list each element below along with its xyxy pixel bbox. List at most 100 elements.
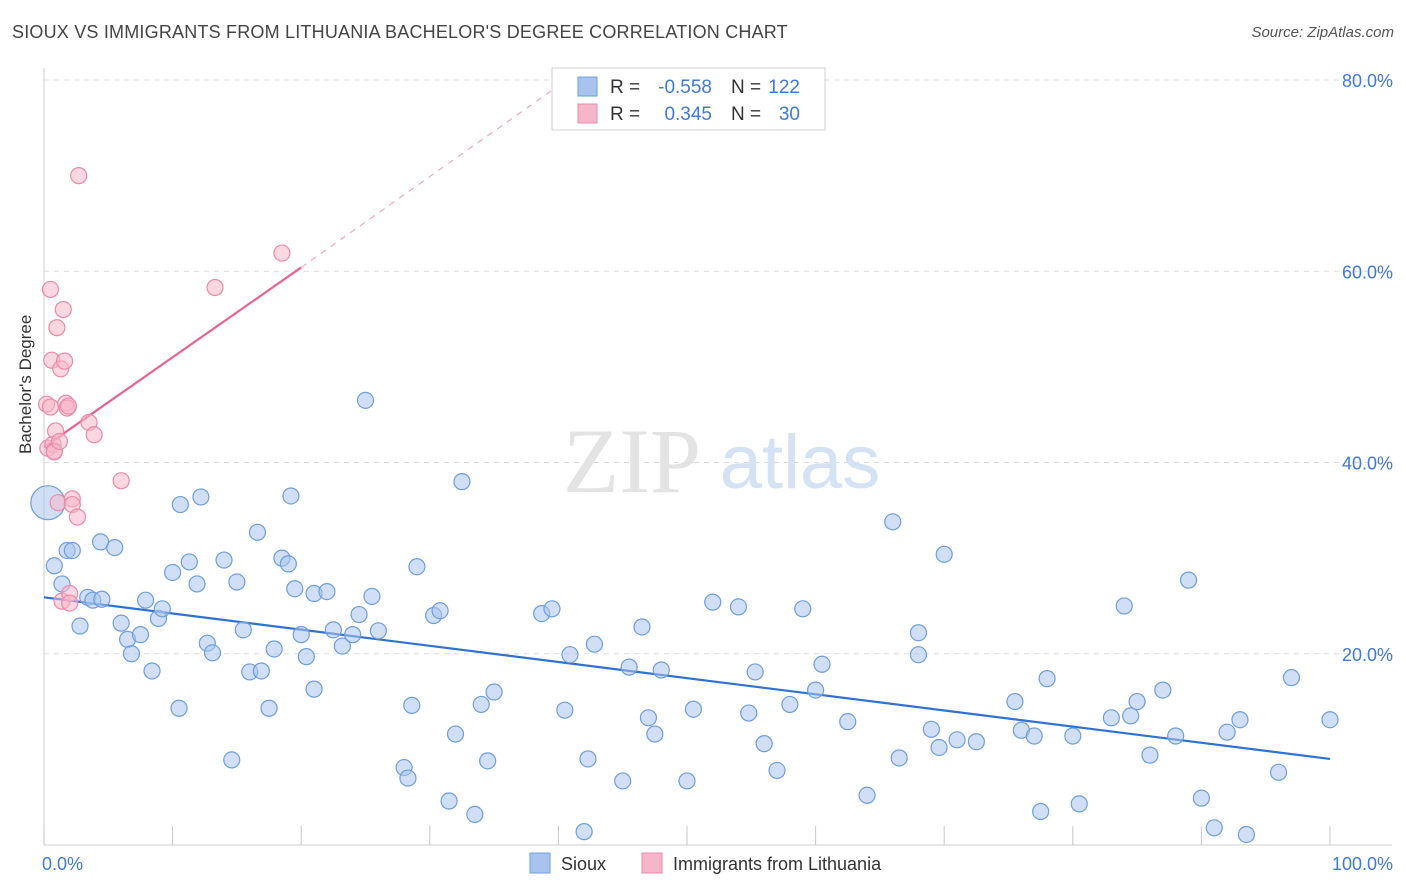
sioux-point	[646, 725, 664, 743]
sioux-point	[228, 573, 246, 591]
lithuania-point	[59, 397, 78, 415]
sioux-point	[1006, 692, 1024, 711]
sioux-point	[363, 587, 381, 605]
sioux-point	[446, 725, 465, 743]
lithuania-point	[48, 319, 66, 337]
watermark: ZIP atlas	[563, 410, 880, 512]
bottom-legend-label-sioux: Sioux	[561, 854, 606, 874]
sioux-point	[1032, 802, 1050, 821]
sioux-point	[1128, 692, 1146, 711]
watermark-zip: ZIP	[563, 410, 701, 512]
sioux-point	[746, 663, 764, 681]
lithuania-point	[206, 278, 224, 297]
sioux-point	[585, 635, 604, 653]
sioux-point	[324, 621, 342, 639]
sioux-point	[408, 558, 426, 576]
sioux-point	[755, 735, 773, 753]
sioux-point	[556, 701, 574, 719]
sioux-point	[652, 661, 670, 679]
sioux-point	[806, 681, 825, 699]
sioux-point	[633, 618, 651, 636]
x-tick-label: 100.0%	[1332, 854, 1393, 874]
sioux-point	[215, 551, 233, 569]
sioux-point	[1205, 819, 1223, 837]
sioux-point	[967, 733, 985, 751]
sioux-point	[45, 557, 63, 575]
sioux-point	[884, 513, 902, 531]
sioux-point	[704, 593, 722, 611]
y-tick-label: 20.0%	[1342, 645, 1393, 665]
sioux-point	[479, 752, 497, 770]
sioux-point	[575, 823, 593, 841]
sioux-point	[1237, 825, 1256, 844]
lithuania-point	[49, 494, 67, 512]
sioux-point	[333, 637, 351, 655]
sioux-point	[1218, 723, 1236, 741]
sioux-point	[122, 645, 141, 663]
legend-n-value-lithuania: 30	[779, 104, 800, 125]
sioux-point	[136, 591, 155, 609]
sioux-point	[356, 391, 375, 409]
lithuania-point	[61, 594, 79, 612]
lithuania-point	[68, 508, 87, 526]
sioux-point	[453, 473, 471, 491]
sioux-point	[153, 600, 171, 618]
sioux-point	[292, 626, 310, 644]
lithuania-point	[55, 352, 74, 370]
x-tick-label: 0.0%	[42, 854, 83, 874]
sioux-point	[279, 555, 297, 573]
sioux-point	[935, 545, 953, 563]
sioux-point	[579, 750, 597, 768]
sioux-point	[1070, 795, 1088, 813]
sioux-point	[297, 648, 315, 666]
grid-lines	[44, 79, 1392, 655]
sioux-point	[350, 605, 368, 624]
sioux-point	[1231, 711, 1249, 729]
sioux-point	[839, 713, 857, 731]
sioux-point	[223, 751, 241, 769]
sioux-point	[740, 704, 758, 722]
sioux-point	[1269, 763, 1288, 781]
lithuania-point	[50, 432, 69, 451]
sioux-point	[678, 772, 696, 790]
sioux-point	[768, 761, 786, 780]
tick-labels: 20.0% 40.0% 60.0% 80.0% 0.0% 100.0%	[42, 71, 1393, 874]
lithuania-point	[273, 244, 291, 262]
sioux-point	[684, 700, 703, 718]
sioux-point	[440, 792, 458, 810]
sioux-point	[1321, 711, 1339, 729]
sioux-point	[286, 580, 304, 598]
sioux-point	[63, 541, 81, 560]
sioux-point	[188, 575, 206, 593]
sioux-point	[399, 769, 417, 787]
sioux-point	[252, 662, 270, 680]
sioux-point	[485, 683, 503, 701]
lithuania-point	[54, 300, 72, 319]
series-legend: Sioux Immigrants from Lithuania	[529, 852, 882, 874]
sioux-point	[1179, 571, 1198, 589]
legend-r-value-sioux: -0.558	[658, 77, 712, 98]
sioux-point	[431, 602, 449, 620]
sioux-point	[248, 523, 267, 541]
lithuania-point	[41, 280, 60, 299]
sioux-point	[729, 598, 748, 616]
sioux-point	[614, 772, 632, 790]
bottom-legend-swatch-lithuania	[641, 852, 663, 874]
sioux-point	[93, 590, 111, 608]
sioux-point	[305, 680, 323, 698]
sioux-point	[1115, 597, 1133, 615]
legend-n-label-lithuania: N =	[731, 104, 761, 125]
sioux-point	[131, 626, 150, 644]
sioux-point	[561, 646, 579, 664]
sioux-point	[890, 749, 908, 767]
y-tick-label: 80.0%	[1342, 71, 1393, 91]
sioux-point	[1102, 709, 1120, 727]
sioux-point	[164, 563, 182, 582]
axes	[43, 68, 1392, 846]
sioux-point	[1122, 707, 1140, 725]
sioux-point	[794, 600, 812, 618]
sioux-point	[781, 695, 799, 714]
sioux-point	[922, 720, 940, 738]
lithuania-point	[85, 426, 103, 444]
